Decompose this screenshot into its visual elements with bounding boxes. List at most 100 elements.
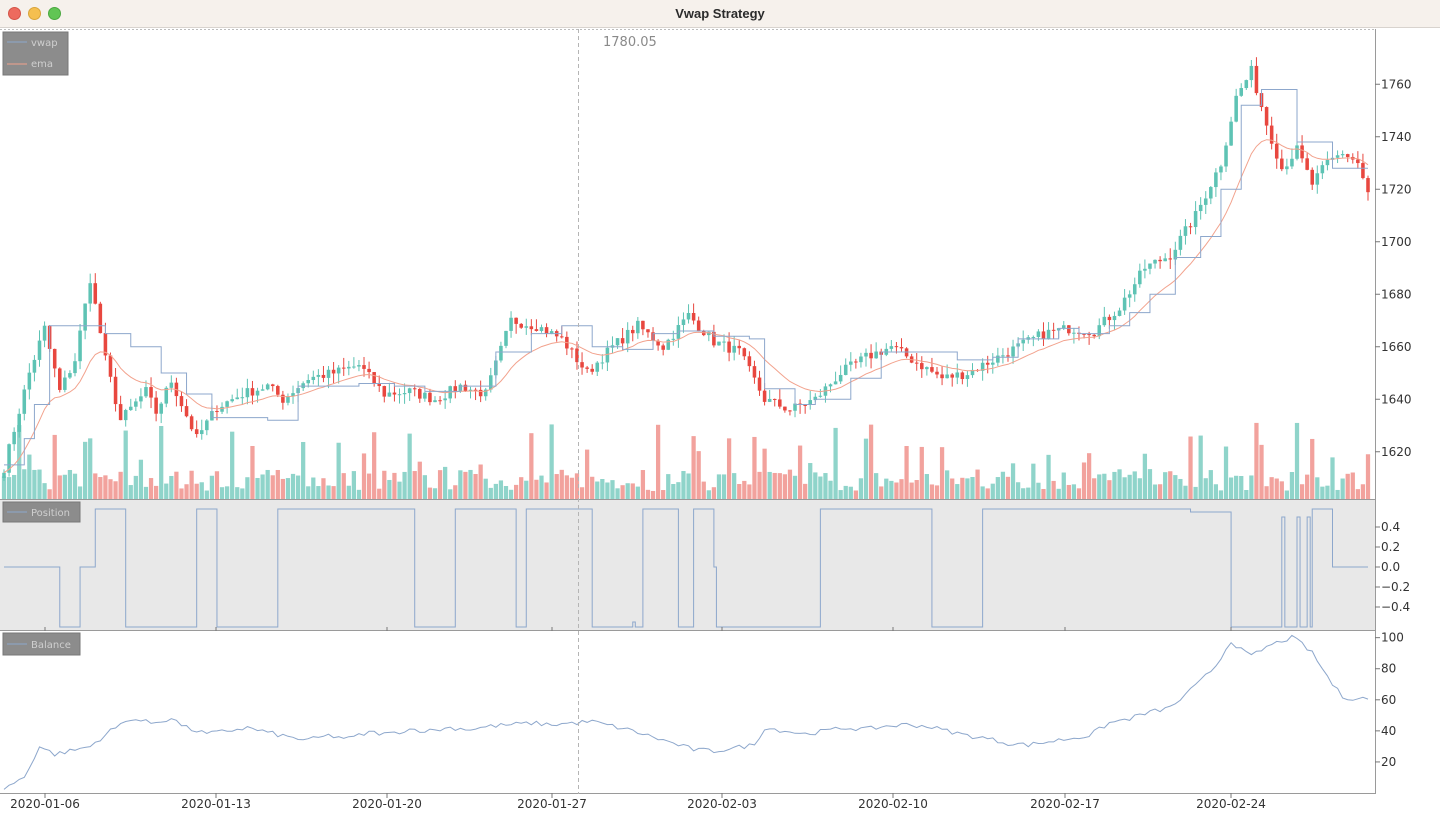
volume-bar — [169, 475, 174, 499]
candle-body — [636, 320, 640, 334]
candle-body — [316, 374, 321, 377]
candle-body — [286, 396, 290, 403]
volume-bar — [838, 490, 843, 499]
volume-bar — [818, 476, 823, 499]
candle-body — [68, 373, 72, 378]
candle-body — [712, 331, 716, 346]
candle-body — [793, 403, 797, 411]
volume-bar — [950, 478, 955, 499]
volume-bar — [590, 476, 595, 499]
volume-bar — [995, 477, 1000, 499]
volume-bar — [204, 490, 209, 499]
ema-line — [3, 139, 1369, 474]
position-axis-tick-label: 0.4 — [1381, 520, 1400, 534]
volume-bar — [316, 486, 321, 499]
candle-body — [93, 283, 98, 304]
candle-body — [255, 390, 260, 396]
candle-body — [428, 392, 432, 403]
volume-bar — [301, 441, 306, 499]
candle-body — [945, 374, 949, 379]
volume-bar — [787, 469, 793, 499]
position-axis-tick-label: −0.4 — [1381, 600, 1410, 614]
candle-body — [788, 410, 792, 412]
volume-bar — [1178, 478, 1183, 499]
volume-bar — [1335, 489, 1340, 499]
balance-line — [3, 634, 1369, 790]
volume-bar — [1081, 462, 1087, 499]
volume-bar — [1294, 422, 1300, 499]
volume-bar — [402, 471, 407, 499]
candle-body — [311, 376, 316, 381]
candle-body — [382, 386, 387, 397]
volume-bar — [138, 459, 144, 499]
candle-body — [854, 361, 858, 363]
volume-bar — [544, 482, 549, 499]
position-legend-label: Position — [31, 508, 70, 519]
volume-bar — [493, 483, 498, 499]
volume-bar — [929, 484, 935, 499]
candle-body — [1310, 169, 1314, 185]
title-bar: Vwap Strategy — [0, 0, 1440, 28]
volume-bar — [990, 483, 995, 499]
candle-body — [965, 375, 970, 380]
candle-body — [509, 317, 513, 331]
volume-bar — [945, 470, 950, 499]
time-axis-tick-label: 2020-01-06 — [10, 797, 80, 811]
candle-body — [803, 404, 807, 406]
candle-body — [549, 331, 554, 334]
maximize-window-button[interactable] — [48, 7, 61, 20]
volume-bar — [321, 478, 326, 499]
volume-bar — [625, 483, 630, 499]
volume-bar — [1031, 463, 1036, 499]
volume-bar — [377, 488, 382, 499]
volume-bar — [47, 489, 52, 499]
position-legend[interactable]: Position — [2, 501, 81, 523]
volume-bar — [1249, 475, 1254, 499]
volume-bar — [336, 442, 341, 499]
candle-body — [103, 333, 108, 356]
volume-bar — [1305, 474, 1310, 499]
volume-bar — [255, 477, 260, 499]
volume-bar — [148, 478, 154, 499]
candle-body — [1188, 226, 1193, 228]
candle-body — [418, 388, 422, 399]
volume-bar — [397, 481, 402, 499]
price-legend[interactable]: vwap ema — [2, 31, 69, 76]
volume-bar — [808, 463, 813, 499]
candle-body — [1006, 355, 1010, 357]
candle-body — [118, 404, 123, 421]
candle-body — [1203, 198, 1208, 205]
volume-bar — [874, 473, 879, 499]
volume-bar — [691, 436, 696, 499]
volume-bar — [473, 474, 478, 499]
volume-bar — [1005, 476, 1011, 499]
volume-bar — [1289, 472, 1295, 499]
candle-body — [585, 367, 589, 369]
candle-body — [499, 345, 503, 361]
balance-legend-box — [2, 632, 81, 656]
volume-bar — [904, 446, 909, 499]
volume-bar — [600, 479, 605, 499]
volume-bar — [1107, 480, 1112, 499]
volume-bar — [37, 469, 42, 499]
crosshair-value-label: 1780.05 — [603, 35, 657, 50]
close-window-button[interactable] — [8, 7, 21, 20]
candle-body — [1366, 178, 1370, 193]
volume-bar — [813, 472, 818, 499]
candle-body — [1234, 95, 1238, 122]
balance-legend[interactable]: Balance — [2, 632, 81, 656]
volume-bar — [103, 475, 108, 499]
volume-bar — [772, 472, 777, 499]
minimize-window-button[interactable] — [28, 7, 41, 20]
volume-bar — [924, 474, 929, 499]
volume-bar — [539, 475, 544, 499]
volume-bar — [1168, 471, 1173, 499]
time-axis: 2020-01-06 2020-01-13 2020-01-20 2020-01-27… — [10, 627, 1266, 811]
volume-bar — [706, 490, 711, 499]
candle-body — [534, 329, 539, 331]
volume-bar — [919, 446, 924, 499]
candle-body — [1046, 329, 1051, 339]
volume-bar — [311, 477, 316, 499]
candle-body — [347, 366, 351, 369]
